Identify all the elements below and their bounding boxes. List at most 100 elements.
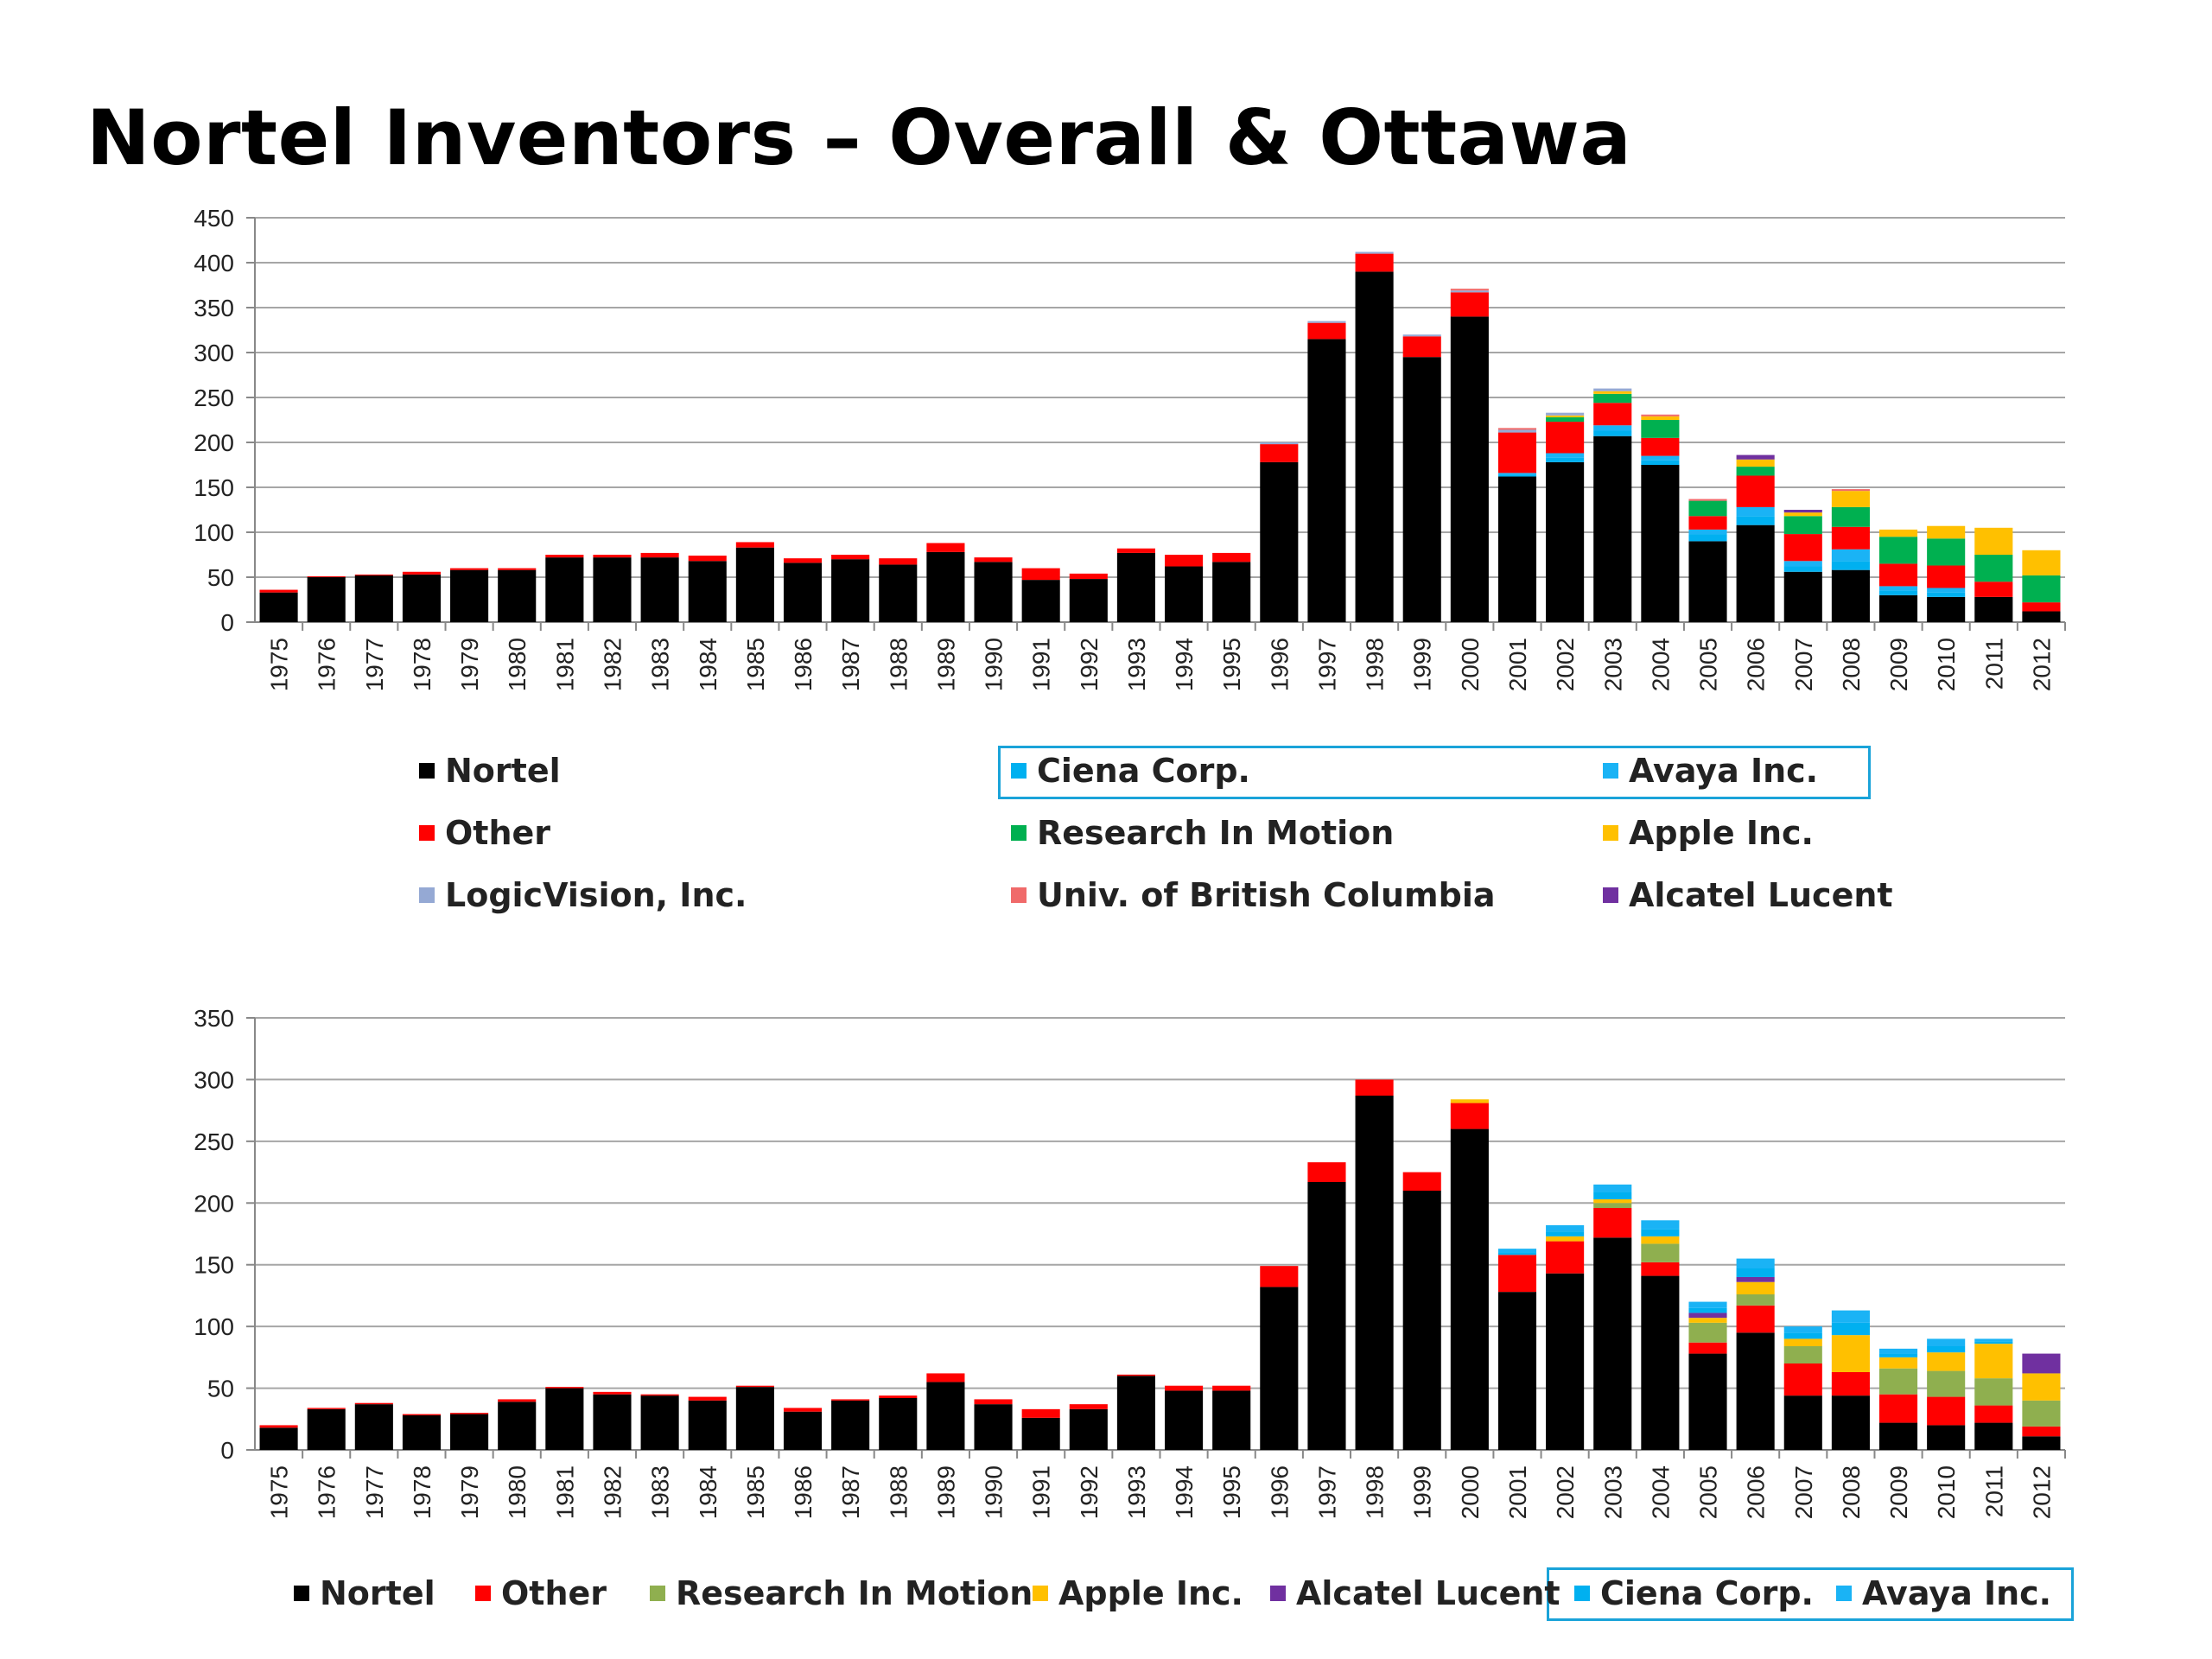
y-tick-label: 200 xyxy=(194,1190,234,1217)
bar-segment-nortel-1989 xyxy=(926,551,965,622)
legend-swatch xyxy=(1011,763,1027,779)
bar-segment-nortel-1993 xyxy=(1116,552,1155,622)
legend-item-avaya-inc: Avaya Inc. xyxy=(1836,1574,2051,1612)
bar-segment-apple-inc-2008 xyxy=(1831,491,1870,507)
bar-segment-ciena-corp-2006 xyxy=(1736,516,1775,525)
bar-segment-other-1980 xyxy=(498,1399,537,1402)
bar-segment-avaya-inc-2010 xyxy=(1927,588,1966,593)
bar-segment-apple-inc-2010 xyxy=(1927,525,1966,539)
bar-segment-apple-inc-2002 xyxy=(1546,1236,1585,1242)
bar-segment-other-1984 xyxy=(688,556,727,562)
bar-segment-other-1996 xyxy=(1260,1266,1299,1287)
bar-segment-research-in-motion-2007 xyxy=(1783,1346,1822,1363)
x-tick-label: 2012 xyxy=(2028,1465,2055,1519)
x-tick-label: 1981 xyxy=(551,638,578,691)
bar-segment-other-1991 xyxy=(1021,1408,1060,1418)
x-tick-label: 1988 xyxy=(885,1465,912,1519)
y-tick-label: 0 xyxy=(220,609,234,636)
legend-swatch xyxy=(419,763,435,779)
x-tick-label: 2010 xyxy=(1933,1465,1960,1519)
bar-segment-nortel-1984 xyxy=(688,561,727,622)
bar-segment-other-2000 xyxy=(1450,292,1489,317)
x-tick-label: 1997 xyxy=(1313,1465,1340,1519)
bar-segment-ciena-corp-2007 xyxy=(1783,1332,1822,1339)
bar-segment-nortel-1979 xyxy=(450,1414,489,1450)
bar-segment-other-2006 xyxy=(1736,475,1775,507)
bar-segment-other-1982 xyxy=(593,1391,632,1395)
legend-swatch xyxy=(1603,825,1618,841)
bar-segment-nortel-1998 xyxy=(1355,1096,1394,1450)
x-tick-label: 1999 xyxy=(1409,1465,1436,1519)
bar-segment-nortel-1981 xyxy=(545,1388,584,1450)
bar-segment-nortel-1982 xyxy=(593,557,632,622)
x-tick-label: 1984 xyxy=(695,638,721,691)
bar-segment-nortel-1996 xyxy=(1260,1287,1299,1450)
y-tick-label: 250 xyxy=(194,385,234,411)
bar-segment-other-1998 xyxy=(1355,1079,1394,1096)
bar-segment-logicvision-inc-1996 xyxy=(1260,442,1299,445)
bar-segment-research-in-motion-2003 xyxy=(1593,393,1632,404)
x-tick-label: 2011 xyxy=(1980,638,2007,690)
bar-segment-nortel-2008 xyxy=(1831,569,1870,622)
bar-segment-apple-inc-2005 xyxy=(1688,1318,1727,1323)
x-tick-label: 2003 xyxy=(1599,1465,1626,1519)
y-tick-label: 50 xyxy=(207,564,234,591)
bar-segment-research-in-motion-2012 xyxy=(2022,575,2061,603)
legend-label: Univ. of British Columbia xyxy=(1037,876,1496,914)
bar-segment-other-1990 xyxy=(974,557,1013,563)
bar-segment-ciena-corp-2009 xyxy=(1878,590,1918,595)
bar-segment-other-2009 xyxy=(1878,1394,1918,1423)
legend-label: Avaya Inc. xyxy=(1862,1574,2052,1612)
bar-segment-other-2002 xyxy=(1546,1241,1585,1274)
bar-segment-nortel-2000 xyxy=(1450,1128,1489,1450)
bar-segment-nortel-1978 xyxy=(402,574,442,622)
legend-swatch xyxy=(475,1586,491,1601)
legend-swatch xyxy=(1603,887,1618,903)
bar-segment-other-2008 xyxy=(1831,1372,1870,1396)
y-tick-label: 200 xyxy=(194,429,234,456)
bar-segment-apple-inc-2002 xyxy=(1546,415,1585,417)
x-tick-label: 1989 xyxy=(932,638,959,691)
bar-segment-nortel-1975 xyxy=(259,1427,298,1450)
bar-segment-nortel-2004 xyxy=(1641,1275,1680,1450)
bar-segment-ciena-corp-2001 xyxy=(1497,1252,1537,1255)
overall-inventors-chart: 0 50 100 150 200 250 300 350 400 450 1975 1976 1977 1… xyxy=(194,207,2066,691)
x-tick-label: 1995 xyxy=(1218,638,1245,691)
y-tick-label: 350 xyxy=(194,295,234,321)
bar-segment-apple-inc-2011 xyxy=(1974,527,2013,555)
legend-highlight-box xyxy=(1547,1567,2074,1621)
x-tick-label: 1995 xyxy=(1218,1465,1245,1519)
x-tick-label: 1978 xyxy=(409,638,435,691)
legend-label: Ciena Corp. xyxy=(1037,752,1250,790)
bar-segment-other-2007 xyxy=(1783,1363,1822,1396)
bar-segment-avaya-inc-2004 xyxy=(1641,1220,1680,1230)
bar-segment-alcatel-lucent-2005 xyxy=(1688,1313,1727,1319)
y-tick-label: 450 xyxy=(194,207,234,232)
bar-segment-other-2004 xyxy=(1641,1262,1680,1276)
bar-segment-apple-inc-2010 xyxy=(1927,1352,1966,1371)
x-tick-label: 1984 xyxy=(695,1465,721,1519)
x-tick-label: 1996 xyxy=(1266,1465,1293,1519)
x-tick-label: 1979 xyxy=(456,1465,483,1519)
bar-segment-nortel-1984 xyxy=(688,1400,727,1450)
x-tick-label: 2002 xyxy=(1552,638,1579,691)
bar-segment-nortel-1985 xyxy=(735,1387,774,1450)
bar-segment-ciena-corp-2011 xyxy=(1974,1341,2013,1344)
legend-swatch xyxy=(1270,1586,1286,1601)
bar-segment-univ-of-british-columbia-2004 xyxy=(1641,414,1680,416)
bar-segment-avaya-inc-2008 xyxy=(1831,549,1870,562)
legend-label: Nortel xyxy=(320,1574,435,1612)
bar-segment-research-in-motion-2007 xyxy=(1783,516,1822,535)
bar-segment-other-1976 xyxy=(307,575,346,577)
legend-swatch xyxy=(1033,1586,1048,1601)
bar-segment-nortel-2006 xyxy=(1736,524,1775,622)
legend-item-alcatel-lucent: Alcatel Lucent xyxy=(1270,1574,1560,1612)
bar-segment-avaya-inc-2010 xyxy=(1927,1338,1966,1346)
bar-segment-logicvision-inc-2002 xyxy=(1546,412,1585,416)
bar-segment-apple-inc-2004 xyxy=(1641,1236,1680,1244)
bar-segment-ciena-corp-2002 xyxy=(1546,1231,1585,1236)
x-tick-label: 1981 xyxy=(551,1465,578,1519)
legend-item-apple-inc: Apple Inc. xyxy=(1033,1574,1243,1612)
bar-segment-univ-of-british-columbia-2005 xyxy=(1688,499,1727,501)
bar-segment-ciena-corp-2004 xyxy=(1641,460,1680,465)
